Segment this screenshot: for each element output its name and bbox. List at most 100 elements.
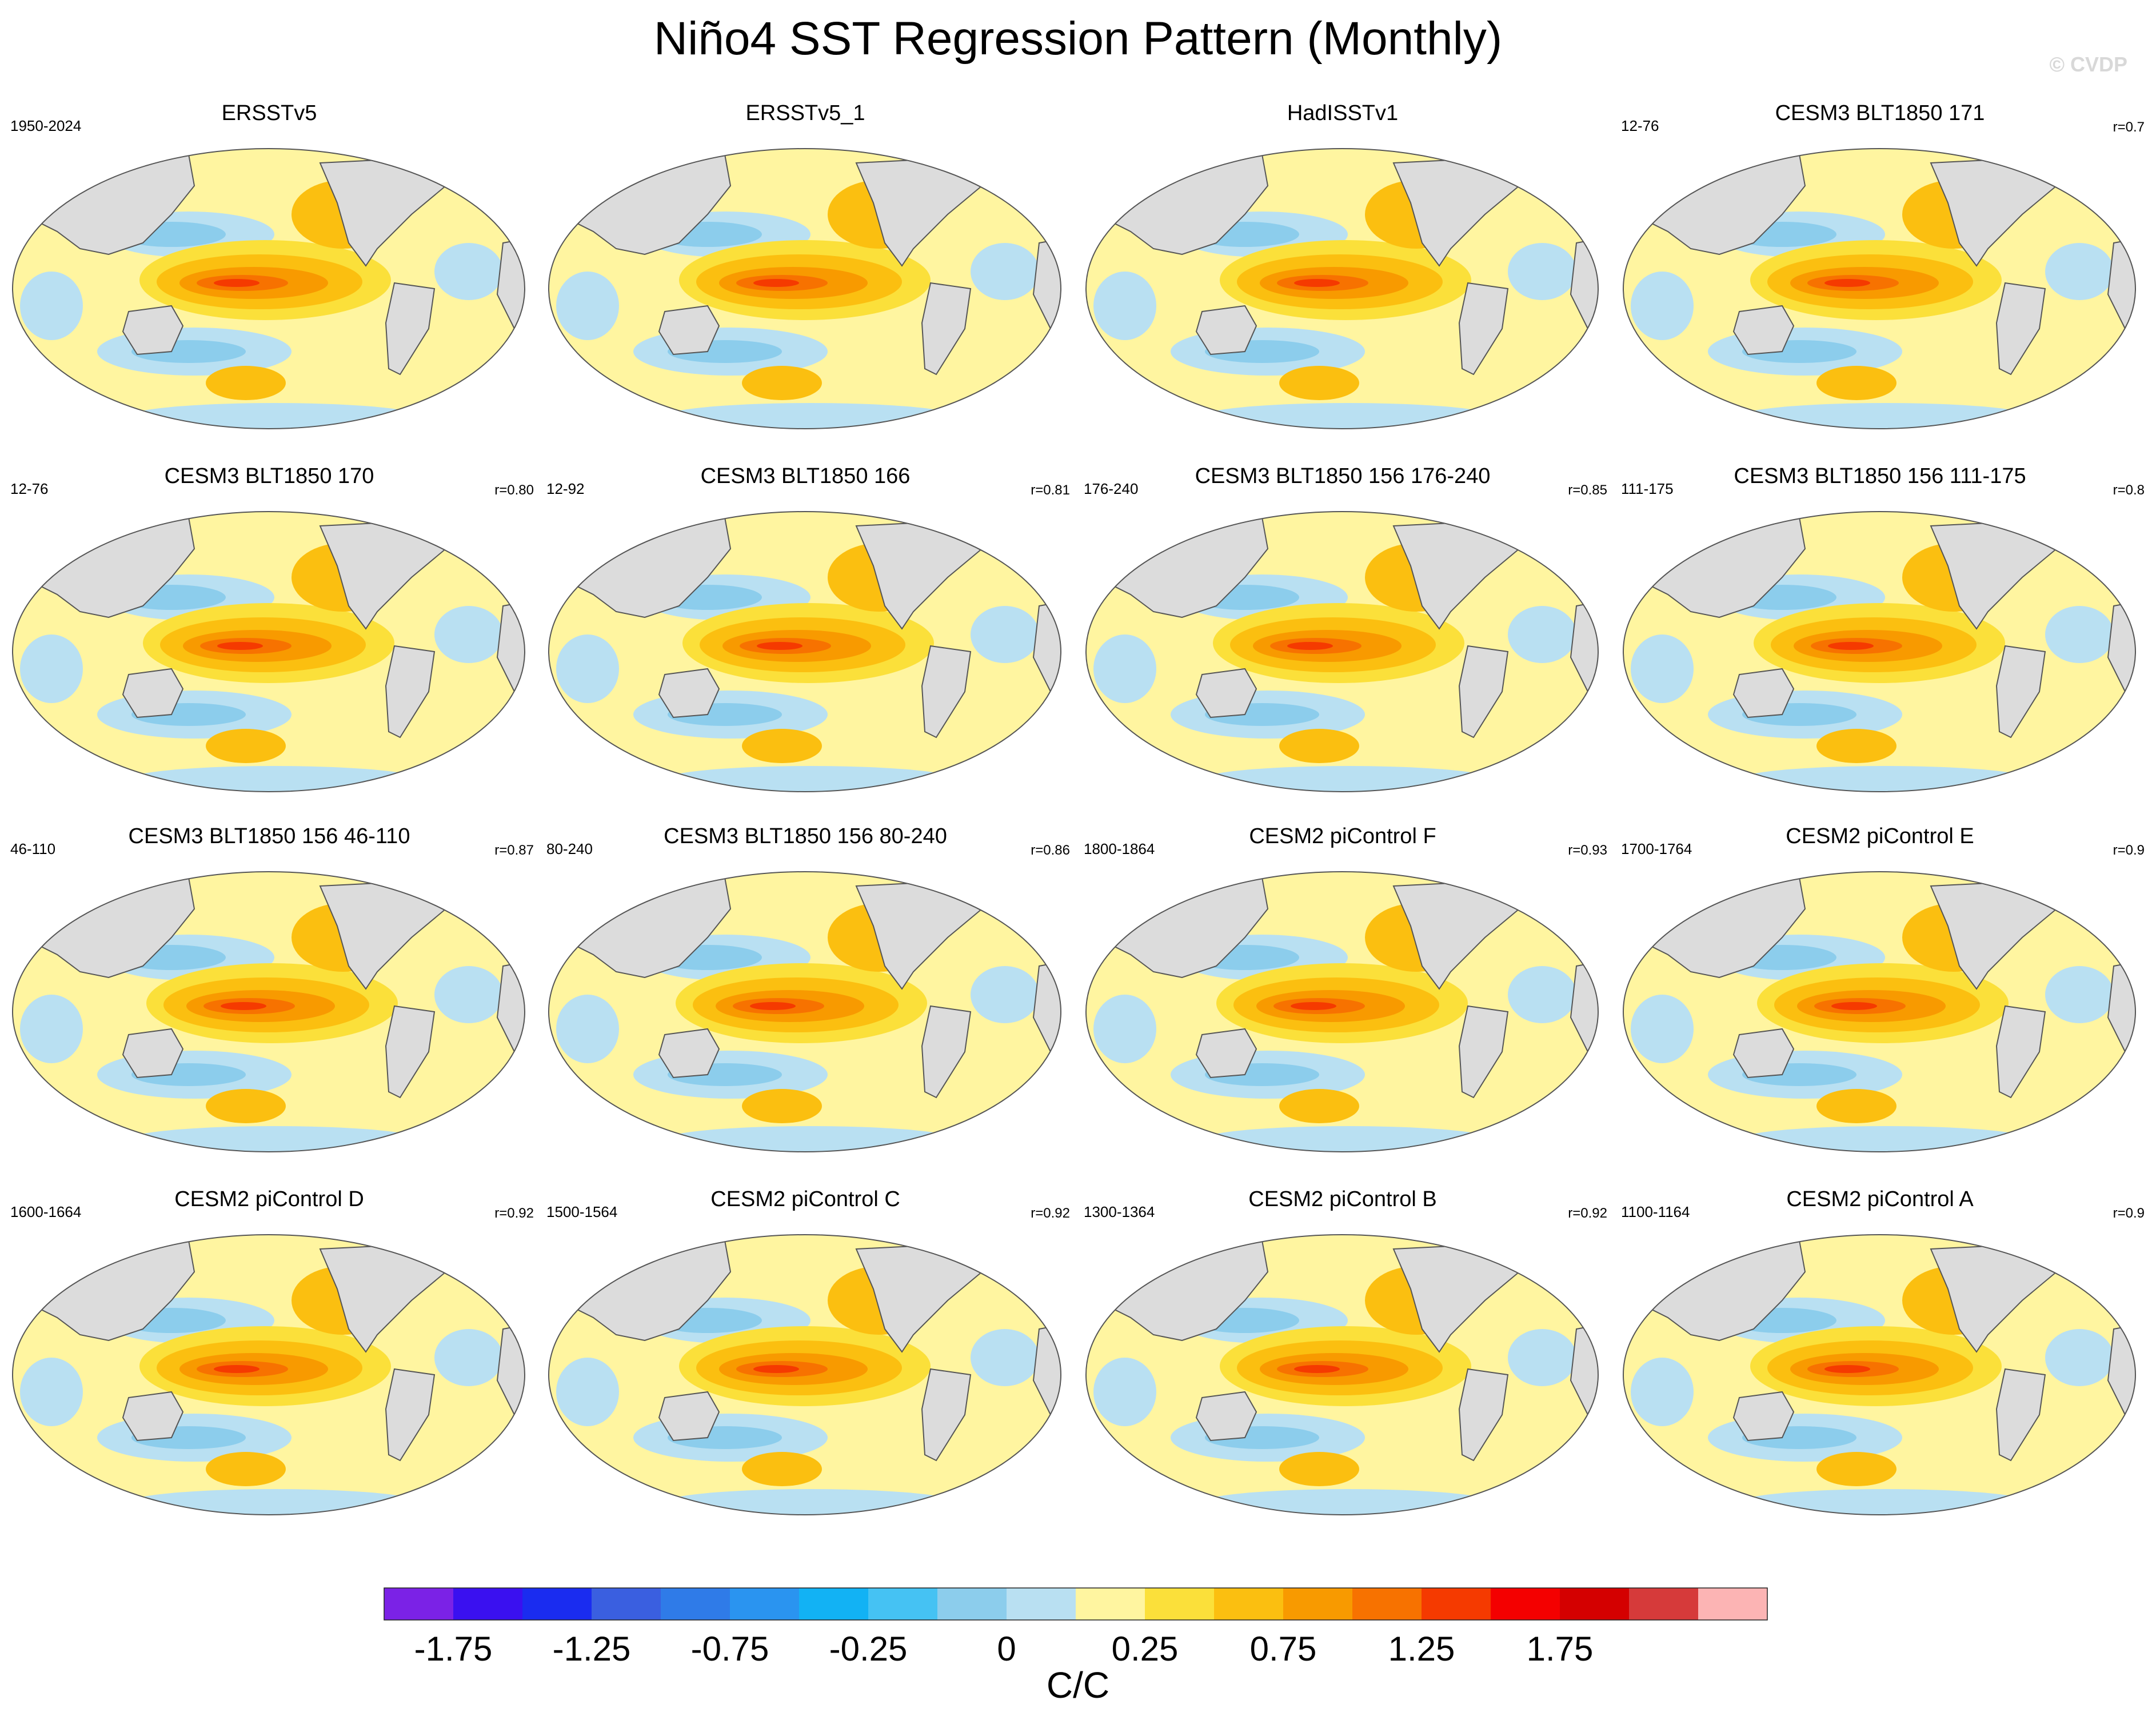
panel-period: 1300-1364 bbox=[1084, 1203, 1155, 1220]
south-america-landmass bbox=[385, 282, 436, 376]
australia-landmass bbox=[1195, 668, 1257, 719]
antarctica-landmass bbox=[34, 437, 503, 466]
africa-landmass bbox=[1570, 236, 1598, 336]
cold-anomaly-atlantic bbox=[971, 1329, 1039, 1386]
africa-landmass bbox=[496, 1322, 525, 1422]
south-america-landmass bbox=[1458, 282, 1509, 376]
south-america-landmass bbox=[385, 1368, 436, 1462]
map-outline bbox=[548, 511, 1061, 792]
warm-anomaly-south-pacific bbox=[742, 1089, 822, 1123]
antarctica-landmass bbox=[570, 1523, 1039, 1552]
colorbar-tick-label: 0 bbox=[997, 1630, 1016, 1668]
south-america-landmass bbox=[1995, 1368, 2046, 1462]
south-america-landmass bbox=[1458, 1005, 1509, 1099]
south-america-landmass bbox=[1995, 645, 2046, 739]
colorbar-tick-label: 0.25 bbox=[1112, 1630, 1179, 1668]
south-america-landmass bbox=[1995, 1005, 2046, 1099]
warm-anomaly-south-pacific bbox=[1279, 366, 1359, 400]
panel-period: 1950-2024 bbox=[10, 117, 82, 134]
colorbar-swatch bbox=[1076, 1588, 1145, 1620]
colorbar-swatch bbox=[1283, 1588, 1352, 1620]
panel-pattern-correlation: r=0.92 bbox=[494, 1206, 534, 1221]
cold-anomaly-southern-ocean bbox=[1199, 403, 1496, 429]
map-outline bbox=[548, 148, 1061, 429]
south-america-landmass bbox=[1458, 1368, 1509, 1462]
panel-pattern-correlation: r=0.81 bbox=[1031, 482, 1070, 498]
warm-anomaly-peak bbox=[214, 1365, 259, 1373]
map-plot bbox=[12, 148, 525, 466]
africa-landmass bbox=[1032, 959, 1061, 1059]
map-panel: CESM3 BLT1850 156 111-175 111-175 r=0.8 bbox=[1611, 463, 2149, 829]
australia-landmass bbox=[1732, 668, 1795, 719]
colorbar-swatch bbox=[592, 1588, 661, 1620]
australia-landmass bbox=[1732, 1391, 1795, 1442]
warm-anomaly-south-pacific bbox=[742, 1452, 822, 1486]
map-plot bbox=[1085, 871, 1599, 1189]
australia-landmass bbox=[122, 668, 184, 719]
antarctica-landmass bbox=[1108, 1160, 1576, 1189]
antarctica-landmass bbox=[34, 1523, 503, 1552]
map-panel: CESM2 piControl C 1500-1564 r=0.92 bbox=[536, 1186, 1075, 1552]
warm-anomaly-peak bbox=[1291, 1002, 1336, 1010]
cold-anomaly-indian bbox=[20, 634, 83, 703]
africa-landmass bbox=[496, 959, 525, 1059]
colorbar-swatch bbox=[661, 1588, 730, 1620]
panel-title: CESM3 BLT1850 166 bbox=[700, 464, 911, 488]
panel-period: 1700-1764 bbox=[1621, 840, 1692, 857]
cold-anomaly-atlantic bbox=[1508, 606, 1576, 663]
warm-anomaly-peak bbox=[750, 1002, 796, 1010]
map-plot bbox=[548, 148, 1061, 429]
greenland-landmass bbox=[1518, 513, 1560, 550]
cold-anomaly-indian bbox=[1093, 995, 1156, 1063]
cold-anomaly-atlantic bbox=[1508, 966, 1576, 1023]
south-america-landmass bbox=[385, 1005, 436, 1099]
map-plot bbox=[1085, 1234, 1599, 1515]
antarctica-landmass bbox=[1645, 437, 2114, 466]
panel-pattern-correlation: r=0.92 bbox=[1031, 1206, 1070, 1221]
greenland-landmass bbox=[2055, 150, 2098, 187]
australia-landmass bbox=[122, 1028, 184, 1079]
map-outline bbox=[548, 871, 1061, 1152]
cold-anomaly-southern-ocean bbox=[1199, 766, 1496, 792]
panel-title: CESM2 piControl B bbox=[1248, 1187, 1437, 1211]
cold-anomaly-indian bbox=[1093, 1358, 1156, 1426]
cold-anomaly-southern-ocean bbox=[662, 1126, 959, 1152]
cold-anomaly-atlantic bbox=[2045, 1329, 2114, 1386]
colorbar-tick-label: 0.75 bbox=[1250, 1630, 1317, 1668]
map-panel: CESM3 BLT1850 166 12-92 r=0.81 bbox=[536, 463, 1075, 829]
cold-anomaly-southern-ocean bbox=[1736, 766, 2034, 792]
panel-pattern-correlation: r=0.92 bbox=[1568, 1206, 1607, 1221]
map-plot bbox=[12, 511, 525, 792]
colorbar-tick-label: -1.75 bbox=[414, 1630, 493, 1668]
south-america-landmass bbox=[921, 1005, 972, 1099]
greenland-landmass bbox=[2055, 1236, 2098, 1273]
warm-anomaly-peak bbox=[221, 1002, 266, 1010]
warm-anomaly-peak bbox=[1824, 1365, 1870, 1373]
cold-anomaly-southern-ocean bbox=[1199, 1126, 1496, 1152]
cold-anomaly-southern-ocean bbox=[1736, 403, 2034, 429]
panel-period: 176-240 bbox=[1084, 480, 1139, 497]
panel-period: 111-175 bbox=[1621, 480, 1674, 497]
antarctica-landmass bbox=[1645, 1160, 2114, 1189]
colorbar-swatch bbox=[1145, 1588, 1214, 1620]
panel-period: 1600-1664 bbox=[10, 1203, 82, 1220]
cold-anomaly-indian bbox=[1631, 634, 1694, 703]
colorbar-swatch bbox=[384, 1588, 453, 1620]
africa-landmass bbox=[1570, 1322, 1598, 1422]
south-america-landmass bbox=[921, 645, 972, 739]
main-title: Niño4 SST Regression Pattern (Monthly) bbox=[653, 13, 1503, 65]
map-panel: CESM2 piControl F 1800-1864 r=0.93 bbox=[1073, 823, 1612, 1189]
colorbar-swatch bbox=[730, 1588, 799, 1620]
map-panel: CESM3 BLT1850 170 12-76 r=0.80 bbox=[0, 463, 538, 829]
panel-pattern-correlation: r=0.86 bbox=[1031, 843, 1070, 858]
south-america-landmass bbox=[921, 1368, 972, 1462]
map-panel: CESM2 piControl D 1600-1664 r=0.92 bbox=[0, 1186, 538, 1552]
africa-landmass bbox=[496, 599, 525, 699]
cold-anomaly-atlantic bbox=[434, 1329, 503, 1386]
australia-landmass bbox=[1195, 1028, 1257, 1079]
cold-anomaly-atlantic bbox=[434, 966, 503, 1023]
warm-anomaly-peak bbox=[757, 642, 802, 650]
panel-pattern-correlation: r=0.9 bbox=[2113, 843, 2145, 858]
colorbar-tick-label: 1.75 bbox=[1527, 1630, 1594, 1668]
map-plot bbox=[12, 871, 525, 1152]
